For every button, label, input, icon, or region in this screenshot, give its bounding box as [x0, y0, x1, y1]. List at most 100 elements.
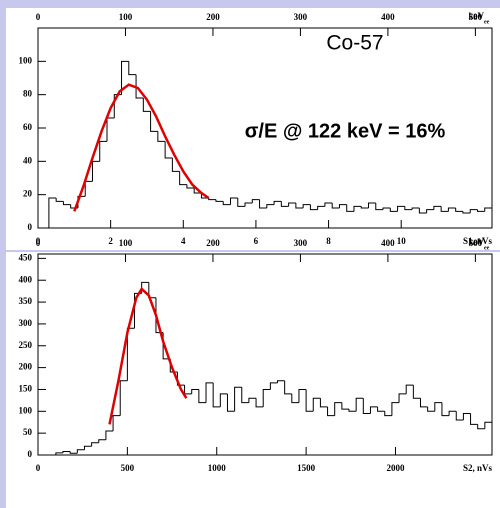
- histogram-bin: [215, 199, 224, 202]
- histogram-bin: [455, 411, 464, 421]
- y-tick-label: 50: [23, 427, 33, 437]
- x-tick-label: 10: [397, 236, 407, 246]
- x2-tick-label: 400: [381, 12, 395, 22]
- histogram-bin: [62, 201, 71, 206]
- panel: [6, 8, 500, 250]
- y-tick-label: 0: [28, 449, 33, 459]
- x2-axis-label-sub: ee: [484, 19, 490, 25]
- histogram-bin: [229, 197, 238, 205]
- y-tick-label: 100: [19, 405, 33, 415]
- histogram-bin: [382, 207, 391, 210]
- histogram-bin: [280, 201, 289, 207]
- y-tick-label: 100: [19, 55, 33, 65]
- histogram-bin: [179, 171, 187, 186]
- histogram-bin: [346, 204, 354, 212]
- fit-curve: [73, 83, 210, 212]
- histogram-bin: [222, 201, 231, 206]
- y-tick-label: 20: [23, 189, 33, 199]
- y-tick-label: 300: [19, 318, 33, 328]
- histogram-bin: [248, 397, 257, 403]
- histogram-bin: [237, 198, 246, 207]
- histogram-bin: [164, 141, 173, 159]
- histogram-bin: [262, 388, 271, 407]
- histogram-bin: [128, 61, 137, 76]
- histogram-bin: [234, 386, 242, 412]
- histogram-bin: [142, 98, 151, 112]
- histogram-bin: [205, 382, 214, 403]
- x-tick-label: 0: [36, 463, 41, 473]
- x2-axis-label: keV: [469, 11, 485, 21]
- histogram-bin: [377, 406, 385, 412]
- histogram-bin: [269, 382, 278, 390]
- histogram-bin: [341, 402, 350, 410]
- histogram-bin: [434, 402, 442, 412]
- histogram-bin: [119, 380, 128, 416]
- histogram-bin: [284, 380, 292, 395]
- histogram-bin: [226, 393, 235, 412]
- histogram-bin: [441, 402, 450, 417]
- y-tick-label: 40: [23, 155, 33, 165]
- x2-tick-label: 500: [469, 238, 483, 248]
- histogram-bin: [259, 199, 267, 209]
- histogram-bin: [327, 406, 335, 417]
- histogram-bin: [288, 202, 296, 207]
- x-tick-label: 0: [36, 236, 41, 246]
- histogram-bin: [319, 398, 328, 408]
- histogram-bin: [91, 442, 99, 447]
- histogram-bin: [150, 111, 158, 132]
- x2-tick-label: 100: [119, 12, 133, 22]
- histogram-bin: [83, 445, 92, 450]
- histogram-bin: [212, 382, 221, 408]
- x-tick-label: 6: [254, 236, 259, 246]
- x-tick-label: 2: [108, 236, 113, 246]
- histogram-bin: [317, 205, 325, 210]
- histogram-bin: [348, 409, 357, 412]
- histogram-bin: [244, 202, 253, 207]
- histogram-bin: [426, 209, 434, 213]
- histogram-bin: [455, 208, 463, 212]
- histogram-bin: [324, 202, 333, 207]
- x2-axis-label-sub: ee: [484, 245, 490, 251]
- plot-frame: [37, 253, 493, 456]
- histogram-bin: [362, 398, 371, 414]
- histogram-bin: [312, 397, 321, 412]
- histogram-bin: [198, 389, 207, 404]
- histogram-bin: [412, 385, 421, 399]
- histogram-bin: [241, 387, 249, 404]
- histogram-bin: [391, 402, 400, 416]
- histogram-bin: [62, 451, 71, 453]
- panel: [6, 252, 500, 508]
- histogram-bin: [69, 451, 78, 454]
- x2-tick-label: 200: [206, 238, 220, 248]
- histogram-bin: [448, 410, 457, 416]
- histogram-bin: [277, 380, 285, 383]
- histogram-bin: [295, 203, 304, 209]
- histogram-bin: [112, 415, 121, 431]
- histogram-bin: [98, 439, 106, 443]
- histogram-bin: [470, 413, 478, 425]
- y-tick-label: 150: [19, 384, 33, 394]
- x2-tick-label: 100: [119, 238, 133, 248]
- histogram-bin: [191, 388, 199, 394]
- x2-tick-label: 400: [381, 238, 395, 248]
- histogram-bin: [193, 188, 202, 194]
- histogram-bin: [251, 199, 260, 203]
- histogram-bin: [404, 206, 413, 211]
- x2-axis-label: keV: [469, 237, 485, 247]
- y-tick-label: 350: [19, 296, 33, 306]
- histogram-bin: [309, 204, 318, 211]
- x2-tick-label: 300: [294, 12, 308, 22]
- annotation: Co-57: [326, 32, 383, 55]
- histogram-bin: [389, 208, 398, 212]
- x2-tick-label: 500: [469, 12, 483, 22]
- histogram-bin: [208, 198, 216, 201]
- y-tick-label: 80: [23, 89, 33, 99]
- histogram-bin: [334, 402, 342, 416]
- histogram-bin: [405, 384, 414, 394]
- histogram-bin: [55, 198, 64, 202]
- x2-tick-label: 0: [36, 12, 41, 22]
- histogram-bin: [397, 205, 405, 212]
- x-tick-label: 1000: [208, 463, 227, 473]
